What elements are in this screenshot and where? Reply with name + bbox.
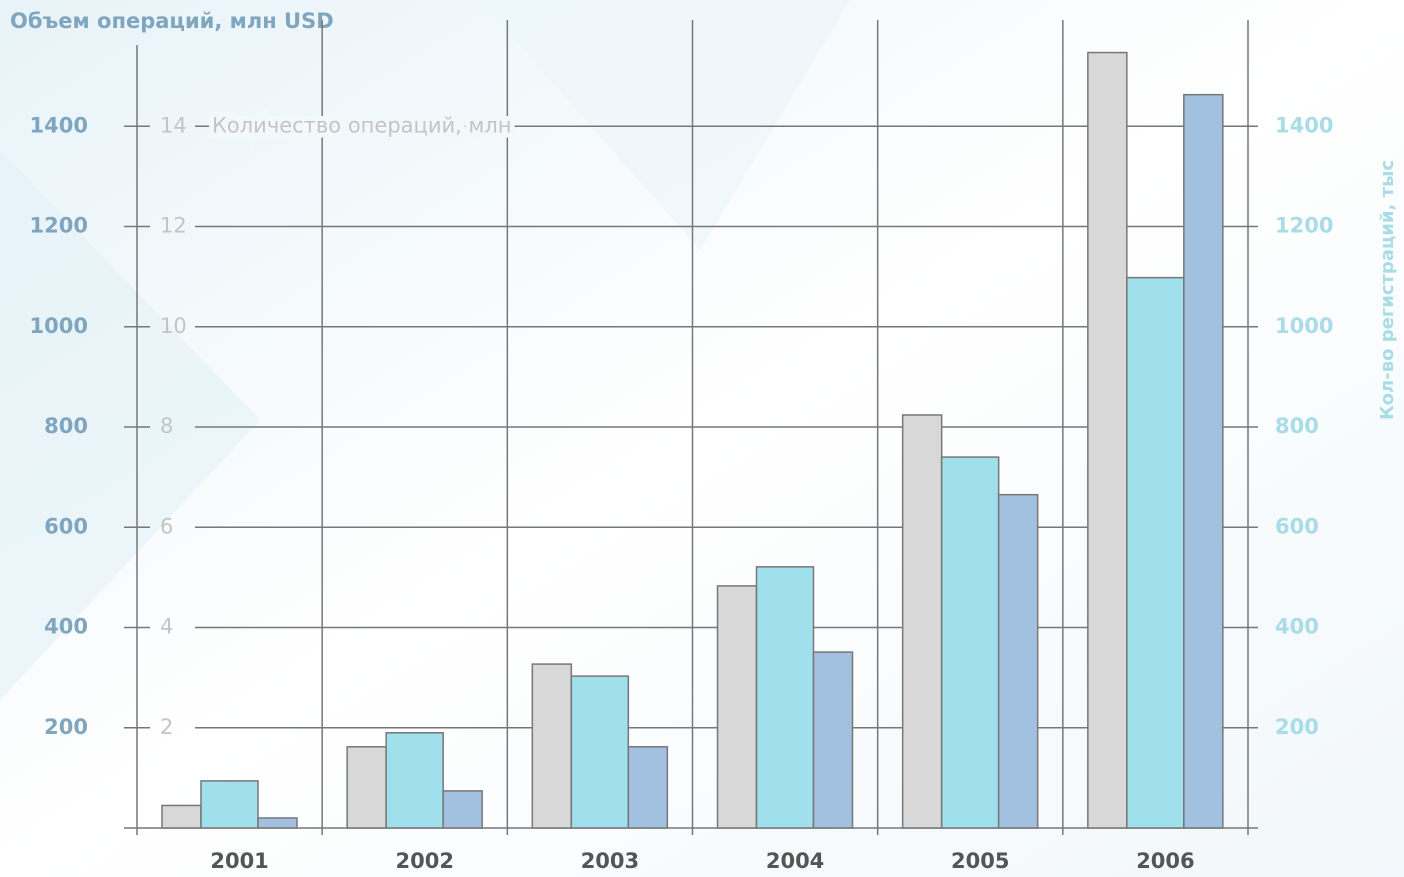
x-tick-label: 2001 xyxy=(210,849,268,873)
y-tick-label: 1000 xyxy=(30,314,88,338)
y-tick-label: 400 xyxy=(44,615,88,639)
x-tick-label: 2005 xyxy=(951,849,1009,873)
y-tick-label: 1400 xyxy=(30,113,88,137)
bar xyxy=(997,493,1039,829)
y3-tick-label: 4 xyxy=(160,615,173,639)
bar xyxy=(200,780,259,829)
y2-tick-label: 800 xyxy=(1275,414,1319,438)
y3-tick-label: 2 xyxy=(160,715,173,739)
y3-tick-label: 8 xyxy=(160,414,173,438)
y2-axis-title: Кол-во регистраций, тыс xyxy=(1377,160,1398,420)
bar xyxy=(627,746,669,829)
y3-tick-label: 12 xyxy=(160,214,187,238)
decor xyxy=(0,150,260,700)
bar xyxy=(755,566,815,829)
y2-tick-label: 400 xyxy=(1275,615,1319,639)
x-tick-label: 2002 xyxy=(396,849,454,873)
bar xyxy=(531,663,573,829)
decor xyxy=(480,0,850,250)
x-tick-label: 2004 xyxy=(766,849,824,873)
bar xyxy=(257,817,298,829)
y3-tick-label: 14 xyxy=(160,113,187,137)
bar xyxy=(812,651,854,829)
bar xyxy=(161,804,202,829)
y3-tick-label: 10 xyxy=(160,314,187,338)
y3-axis-title: Количество операций, млн xyxy=(212,113,511,137)
bar xyxy=(385,732,444,829)
y-tick-label: 600 xyxy=(44,514,88,538)
bar xyxy=(442,790,483,829)
y-tick-label: 800 xyxy=(44,414,88,438)
x-tick-label: 2006 xyxy=(1136,849,1194,873)
bar xyxy=(1126,276,1185,829)
y2-tick-label: 1200 xyxy=(1275,214,1333,238)
bar xyxy=(901,414,943,829)
y-tick-label: 200 xyxy=(44,715,88,739)
y-tick-label: 1200 xyxy=(30,214,88,238)
y2-tick-label: 1000 xyxy=(1275,314,1333,338)
y2-tick-label: 200 xyxy=(1275,715,1319,739)
bar xyxy=(1087,51,1128,829)
bar xyxy=(716,585,758,829)
bar xyxy=(1183,93,1224,829)
y2-tick-label: 1400 xyxy=(1275,113,1333,137)
bar xyxy=(346,746,387,829)
y-axis-title: Объем операций, млн USD xyxy=(10,9,334,33)
y2-tick-label: 600 xyxy=(1275,514,1319,538)
x-tick-label: 2003 xyxy=(581,849,639,873)
y3-tick-label: 6 xyxy=(160,514,173,538)
bar xyxy=(570,675,630,829)
bar xyxy=(940,456,1000,829)
